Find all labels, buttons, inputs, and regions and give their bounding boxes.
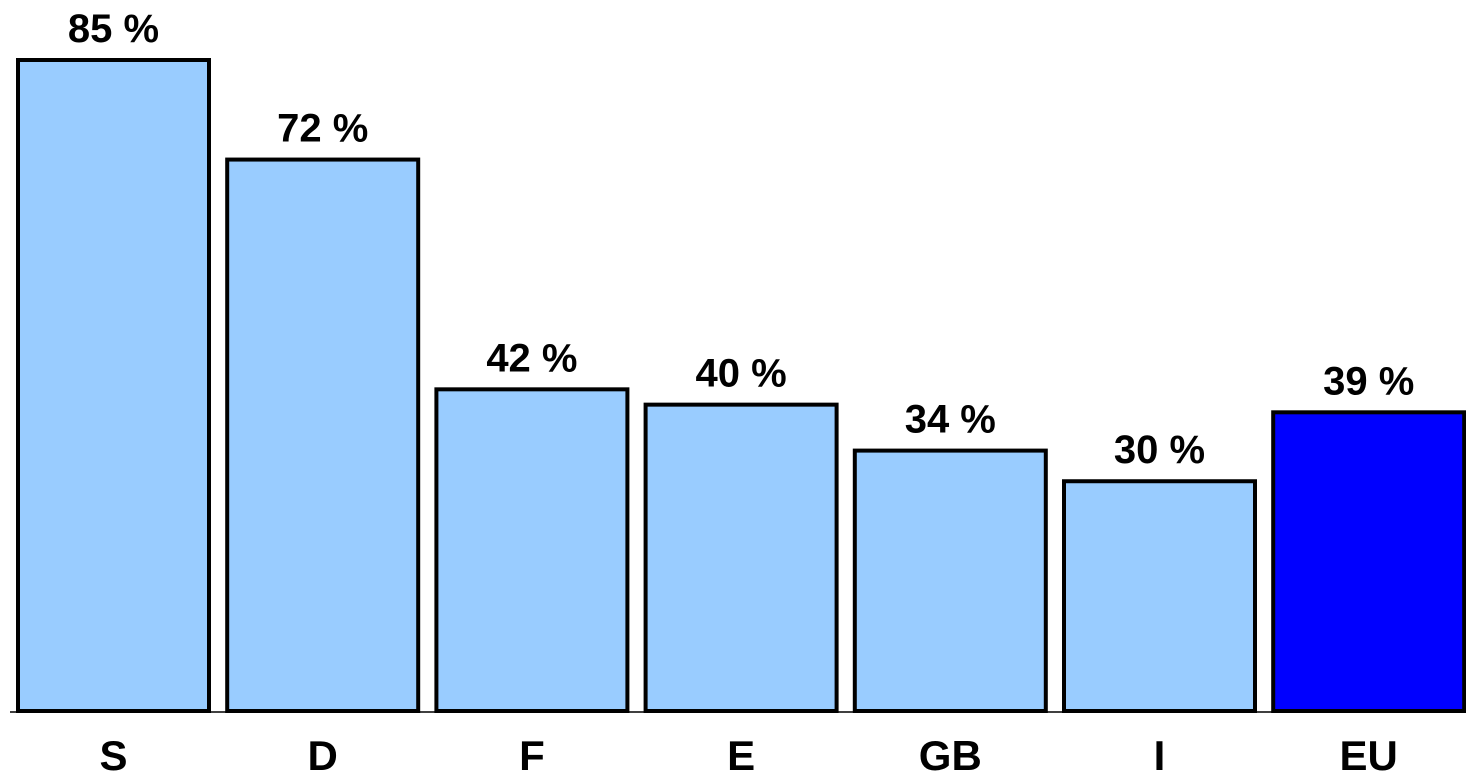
- data-label-s: 85 %: [68, 7, 159, 51]
- x-tick-label-gb: GB: [919, 732, 982, 775]
- data-label-f: 42 %: [486, 336, 577, 380]
- bar-d: [225, 157, 421, 714]
- x-tick-label-d: D: [308, 732, 338, 775]
- bar-gb: [852, 448, 1048, 713]
- x-tick-label-f: F: [519, 732, 545, 775]
- bar-s: [16, 58, 211, 713]
- x-tick-labels-group: S D F E GB I EU: [99, 732, 1397, 775]
- x-tick-label-i: I: [1154, 732, 1166, 775]
- x-tick-label-e: E: [727, 732, 755, 775]
- data-label-gb: 34 %: [905, 398, 996, 442]
- bar-eu: [1271, 410, 1466, 713]
- data-label-eu: 39 %: [1323, 359, 1414, 403]
- bar-f: [434, 387, 630, 713]
- x-tick-label-eu: EU: [1340, 732, 1398, 775]
- data-labels-group: 85 % 72 % 42 % 40 % 34 % 30 % 39 %: [68, 7, 1414, 472]
- bar-i: [1062, 479, 1257, 713]
- x-tick-label-s: S: [99, 732, 127, 775]
- bar-e: [643, 402, 839, 713]
- bars-group: [16, 58, 1466, 714]
- data-label-e: 40 %: [696, 352, 787, 396]
- data-label-i: 30 %: [1114, 428, 1205, 472]
- data-label-d: 72 %: [277, 107, 368, 151]
